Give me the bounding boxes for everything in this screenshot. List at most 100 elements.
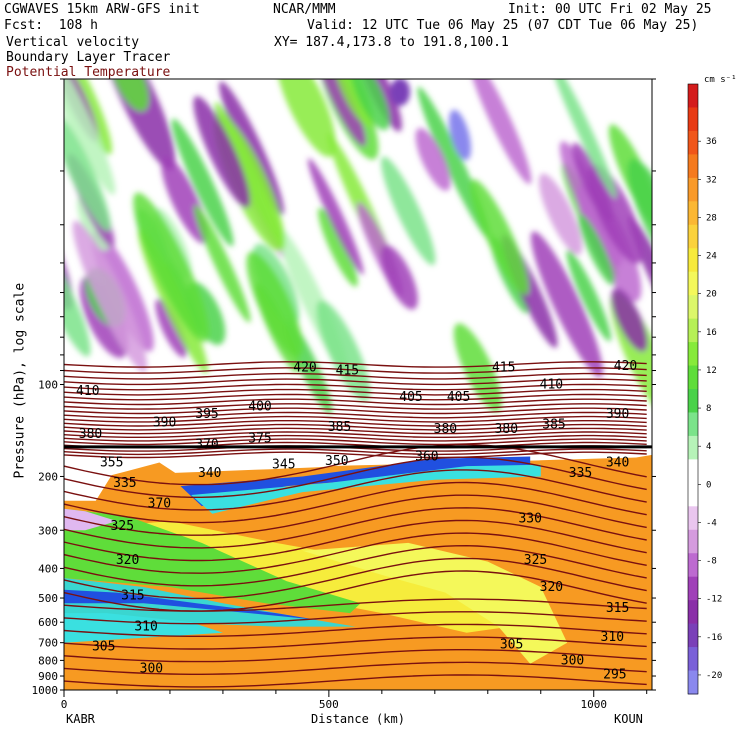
colorbar-unit: cm s⁻¹ [704, 75, 737, 85]
colorbar-tick-label: -20 [706, 671, 722, 681]
colorbar-swatch [688, 576, 698, 601]
colorbar-swatch [688, 529, 698, 554]
colorbar-swatch [688, 201, 698, 226]
contour-label: 305 [92, 639, 115, 654]
tracer-blue-band [64, 589, 319, 620]
colorbar-swatch [688, 670, 698, 695]
y-tick-label: 300 [38, 524, 58, 537]
wave-blob-strong [449, 109, 471, 161]
colorbar-tick-label: 36 [706, 137, 717, 147]
colorbar-swatch [688, 482, 698, 507]
contour-label: 310 [601, 630, 624, 645]
contour-label: 420 [293, 361, 316, 376]
contour-label: 345 [272, 458, 295, 473]
wave-blob [307, 158, 364, 275]
colorbar-swatch [688, 107, 698, 132]
theta-contour [64, 623, 647, 637]
theta-contour [64, 423, 647, 431]
contour-label: 295 [603, 668, 626, 683]
wave-blob [381, 156, 436, 266]
colorbar-swatch [688, 342, 698, 367]
contour-label: 400 [248, 400, 271, 415]
theta-contour [64, 434, 647, 442]
contour-label: 370 [195, 437, 218, 452]
wave-blob [572, 142, 613, 222]
contour-label: 385 [542, 417, 565, 432]
theta-contour [64, 532, 647, 574]
theta-contour [64, 519, 647, 562]
y-tick-label: 700 [38, 637, 58, 650]
theta-contour [64, 557, 647, 600]
wave-blob-strong [390, 79, 410, 106]
wave-blob [417, 86, 491, 240]
theta-contour [64, 544, 647, 587]
y-tick-label: 800 [38, 654, 58, 667]
theta-contour [64, 448, 647, 456]
endpoint-left: KABR [66, 712, 96, 726]
forecast-hour: Fcst: 108 h [4, 18, 98, 33]
wave-blob [380, 245, 418, 310]
wave-blob [566, 249, 612, 342]
wave-blob [254, 283, 300, 373]
colorbar-tick-label: 0 [706, 480, 711, 490]
contour-label: 415 [492, 361, 515, 376]
colorbar-swatch [688, 647, 698, 672]
theta-contour [64, 611, 647, 625]
field-label-boundary-layer-tracer: Boundary Layer Tracer [6, 50, 171, 65]
contour-label: 300 [140, 661, 163, 676]
contour-label: 320 [540, 580, 563, 595]
contour-label: 385 [328, 420, 351, 435]
theta-contour [64, 598, 647, 612]
colorbar-tick-label: -4 [706, 518, 717, 528]
contour-label: 335 [113, 476, 136, 491]
colorbar-swatch [688, 84, 698, 108]
wave-blob [550, 79, 617, 199]
plot-area [64, 79, 652, 690]
colorbar-swatch [688, 553, 698, 578]
model-title: CGWAVES 15km ARW-GFS init [4, 2, 200, 17]
contour-label: 320 [116, 553, 139, 568]
theta-contour [64, 383, 647, 391]
theta-contour [64, 661, 647, 675]
contour-label: 410 [76, 384, 99, 399]
wave-blob [415, 128, 451, 191]
colorbar-tick-label: 12 [706, 366, 717, 376]
contour-label: 305 [500, 638, 523, 653]
tracer-blue-tropopause [180, 456, 531, 507]
contour-label: 325 [111, 519, 134, 534]
y-tick-label: 100 [38, 379, 58, 392]
contour-label: 315 [121, 588, 144, 603]
colorbar-swatch [688, 412, 698, 437]
theta-contour [64, 469, 647, 511]
endpoint-right: KOUN [614, 712, 643, 726]
theta-contour [64, 372, 647, 380]
theta-contour [64, 378, 647, 386]
wave-blob [578, 213, 615, 286]
contour-label: 390 [153, 415, 176, 430]
colorbar-swatch [688, 224, 698, 249]
theta-contour [64, 494, 647, 536]
contour-label: 380 [434, 422, 457, 437]
contour-label: 300 [561, 653, 584, 668]
valid-time: Valid: 12 UTC Tue 06 May 25 (07 CDT Tue … [307, 18, 699, 33]
x-tick-label: 500 [319, 698, 339, 711]
theta-contour [64, 427, 647, 435]
wave-blob [133, 192, 209, 343]
wave-blob [161, 155, 208, 244]
contour-label: 315 [606, 601, 629, 616]
contour-label: 355 [100, 456, 123, 471]
wave-blob [194, 204, 251, 323]
wave-blob [155, 298, 187, 358]
theta-contour [64, 367, 647, 374]
colorbar-tick-label: 24 [706, 252, 717, 262]
contour-label: 415 [336, 364, 359, 379]
org-label: NCAR/MMM [273, 2, 336, 17]
theta-contour [64, 393, 647, 401]
y-tick-label: 200 [38, 470, 58, 483]
colorbar-tick-label: -8 [706, 557, 717, 567]
potential-temperature-contours [64, 361, 652, 688]
wave-blob [275, 79, 336, 157]
wave-blob [171, 118, 234, 247]
